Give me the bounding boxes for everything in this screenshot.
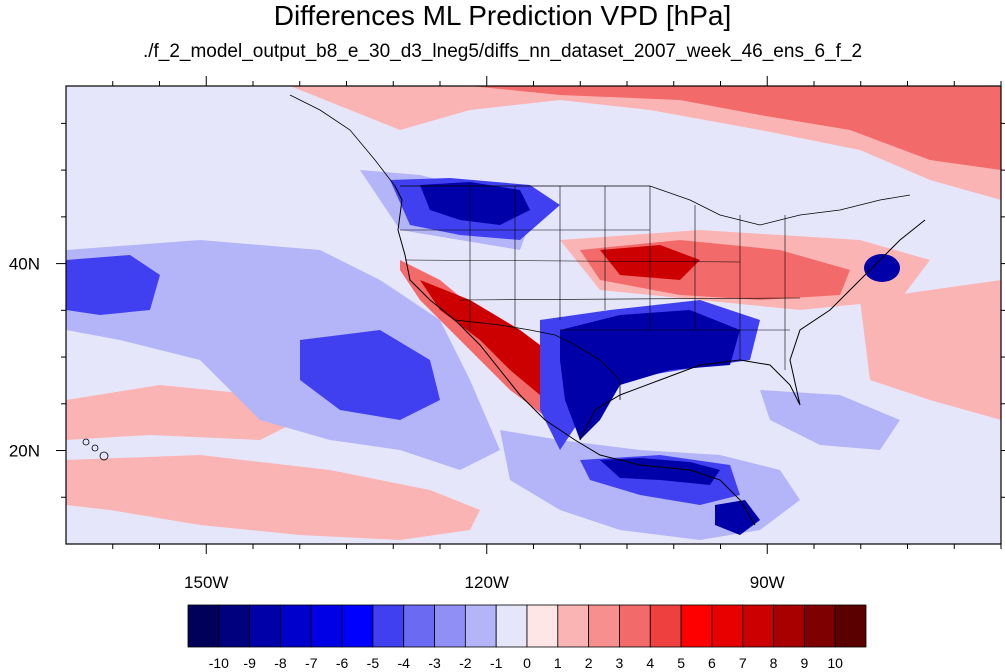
negative-anomaly-region [715, 500, 760, 535]
colorbar-label: -8 [274, 655, 287, 671]
coastline [579, 219, 926, 441]
colorbar-label: -9 [243, 655, 256, 671]
positive-anomaly-region [860, 280, 1001, 420]
colorbar-label: -5 [367, 655, 380, 671]
colorbar-label: -2 [459, 655, 472, 671]
positive-anomaly-region [66, 455, 480, 540]
colorbar-swatch [218, 604, 251, 648]
negative-anomaly-region [420, 182, 530, 225]
colorbar-label: 2 [585, 655, 593, 671]
colorbar-swatch [803, 604, 836, 648]
map-ticks [56, 76, 1005, 554]
negative-anomaly-region [760, 390, 900, 450]
negative-anomaly-region [864, 254, 900, 282]
colorbar-label: -4 [398, 655, 411, 671]
negative-anomaly-region [600, 458, 720, 485]
colorbar-label: -10 [209, 655, 229, 671]
map-tick-labels: 150W 120W 90W 40N 20N [9, 255, 785, 592]
colorbar-label: -7 [305, 655, 318, 671]
colorbar-label: 7 [739, 655, 747, 671]
x-tick-label: 120W [465, 573, 509, 592]
colorbar-swatch [187, 604, 220, 648]
positive-anomaly-region [420, 280, 570, 400]
colorbar-swatch [310, 604, 343, 648]
colorbar-swatch [464, 604, 497, 648]
y-tick-label: 20N [9, 442, 40, 461]
colorbar-swatch [495, 604, 528, 648]
coastline [289, 94, 396, 187]
colorbar-swatch [588, 604, 620, 648]
negative-anomaly-region [66, 255, 160, 315]
x-tick-label: 90W [750, 573, 785, 592]
country-border [454, 319, 621, 400]
colorbar-swatch [711, 604, 744, 648]
colorbar-swatch [249, 604, 281, 648]
colorbar-label: 6 [708, 655, 716, 671]
colorbar-label: -3 [428, 655, 441, 671]
state-borders [400, 186, 801, 370]
colorbar-swatch [742, 604, 774, 648]
plot-title: Differences ML Prediction VPD [hPa] [273, 0, 732, 31]
colorbar [187, 604, 867, 648]
colorbar-swatch [280, 604, 312, 648]
colorbar-label: 3 [616, 655, 624, 671]
colorbar-label: -1 [490, 655, 503, 671]
colorbar-label: 8 [770, 655, 778, 671]
x-tick-label: 150W [184, 573, 228, 592]
colorbar-label: 10 [827, 655, 843, 671]
map-field [66, 86, 1001, 544]
colorbar-swatch [834, 604, 867, 648]
colorbar-swatch [341, 604, 374, 648]
colorbar-label: 9 [800, 655, 808, 671]
colorbar-swatch [557, 604, 590, 648]
colorbar-label: -6 [336, 655, 349, 671]
colorbar-swatch [773, 604, 805, 648]
coastline [394, 185, 756, 526]
colorbar-label: 0 [523, 655, 531, 671]
y-tick-label: 40N [9, 255, 40, 274]
colorbar-swatch [434, 604, 466, 648]
positive-anomaly-region [470, 86, 1001, 170]
colorbar-swatch [619, 604, 651, 648]
plot-subtitle: ./f_2_model_output_b8_e_30_d3_lneg5/diff… [142, 41, 863, 62]
colorbar-swatch [649, 604, 682, 648]
colorbar-swatch [526, 604, 559, 648]
colorbar-labels: -10 -9 -8 -7 -6 -5 -4 -3 -2 -1 0 1 2 3 4 5 6 7 8 9 10 [209, 655, 843, 671]
colorbar-swatch [403, 604, 435, 648]
colorbar-swatch [680, 604, 713, 648]
colorbar-label: 4 [646, 655, 654, 671]
colorbar-label: 1 [554, 655, 562, 671]
negative-anomaly-region [560, 310, 740, 440]
hawaii-islands [82, 438, 109, 461]
colorbar-label: 5 [677, 655, 685, 671]
country-border [400, 185, 911, 226]
colorbar-swatch [372, 604, 405, 648]
negative-anomaly-region [300, 330, 440, 420]
